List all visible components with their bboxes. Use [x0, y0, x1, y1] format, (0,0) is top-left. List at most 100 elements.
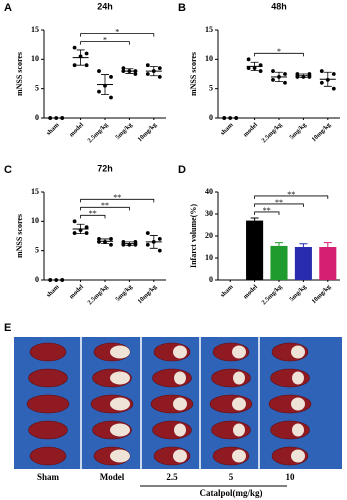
x-tick-label: 2.5mg/kg [87, 283, 110, 306]
significance-bracket [80, 41, 130, 45]
y-tick-label: 10 [31, 216, 39, 225]
x-tick-label: sham [45, 121, 61, 137]
significance-bracket [80, 33, 155, 37]
bar [319, 247, 337, 280]
data-point [271, 77, 275, 82]
data-point [121, 239, 126, 244]
brain-slices [26, 337, 312, 469]
x-tick-label: 2.5mg/kg [261, 121, 284, 144]
infarct-area [173, 449, 187, 463]
significance-label: ** [113, 193, 121, 202]
infarct-area [173, 345, 187, 359]
sd-whisker [149, 65, 158, 77]
y-tick-label: 40 [205, 187, 213, 196]
y-tick-label: 20 [205, 231, 213, 240]
error-bar [299, 243, 308, 247]
infarct-area [291, 397, 305, 411]
group-label: 5 [229, 472, 234, 482]
infarct-area [110, 449, 130, 463]
x-tick-label: 5mg/kg [288, 121, 308, 141]
sd-whisker [76, 49, 85, 66]
x-tick-label: model [242, 121, 259, 138]
sd-whisker [76, 223, 85, 235]
x-tick-label: 5mg/kg [288, 283, 308, 303]
brain-slice [28, 368, 68, 388]
data-point [72, 45, 77, 50]
sd-whisker [250, 61, 259, 71]
y-axis-label: Infarct volume(%) [189, 204, 198, 268]
sd-whisker [299, 73, 308, 78]
data-point [331, 86, 336, 91]
data-point [319, 69, 324, 73]
y-tick-label: 0 [209, 113, 213, 122]
y-tick-label: 30 [205, 209, 213, 218]
error-bar [323, 242, 332, 247]
x-tick-label: sham [219, 283, 235, 299]
data-point [84, 51, 89, 56]
data-point [258, 69, 263, 73]
y-tick-label: 5 [35, 245, 39, 254]
chart-title: 72h [97, 163, 113, 173]
infarct-area [110, 371, 130, 385]
y-tick-label: 5 [209, 83, 213, 92]
data-point [283, 72, 287, 76]
data-point [145, 242, 150, 247]
data-point [133, 239, 138, 244]
data-point [109, 242, 113, 247]
data-point [246, 57, 251, 62]
group-label: 2.5 [166, 472, 178, 482]
data-point [157, 237, 162, 241]
x-tick-label: 10mg/kg [310, 121, 332, 143]
dose-axis-label: Catalpol(mg/kg) [200, 488, 263, 498]
x-tick-label: model [68, 283, 85, 300]
sd-whisker [101, 74, 109, 95]
data-point [145, 231, 150, 235]
data-point [307, 72, 312, 76]
y-tick-label: 5 [35, 83, 39, 92]
data-point [72, 63, 77, 68]
significance-bracket [254, 203, 304, 207]
data-point [157, 248, 162, 253]
y-tick-label: 10 [31, 54, 39, 63]
significance-label: * [103, 35, 107, 44]
infarct-area [232, 397, 246, 411]
sd-whisker [275, 71, 283, 83]
data-point [97, 69, 101, 73]
infarct-area [232, 449, 246, 463]
y-tick-label: 15 [31, 25, 39, 34]
data-point [145, 72, 150, 76]
group-label: Model [100, 472, 125, 482]
brain-slice [29, 342, 67, 362]
brain-slice [29, 446, 67, 466]
sd-whisker [125, 68, 134, 74]
x-tick-label: 10mg/kg [310, 283, 332, 305]
data-point [271, 69, 275, 73]
y-tick-label: 15 [205, 25, 213, 34]
sd-whisker [323, 71, 332, 87]
data-point [109, 75, 113, 79]
data-point [72, 219, 77, 224]
infarct-area [174, 371, 186, 385]
x-tick-label: 2.5mg/kg [261, 283, 284, 306]
bar [270, 245, 288, 280]
infarct-area [233, 423, 245, 437]
x-tick-label: model [68, 121, 85, 138]
y-tick-label: 0 [35, 275, 39, 284]
chart-title: 24h [97, 1, 113, 11]
significance-label: ** [275, 198, 283, 207]
panel-letter: E [4, 322, 11, 334]
data-point [145, 63, 150, 68]
data-point [109, 237, 113, 241]
chart-title: 48h [271, 1, 287, 11]
data-point [84, 225, 89, 230]
bar [246, 220, 264, 280]
x-tick-label: 2.5mg/kg [87, 121, 110, 144]
group-label: 10 [286, 472, 296, 482]
x-tick-label: 10mg/kg [136, 283, 158, 305]
y-tick-label: 15 [31, 187, 39, 196]
y-tick-label: 0 [209, 275, 213, 284]
infarct-area [292, 423, 304, 437]
y-axis-label: mNSS scores [189, 52, 198, 96]
x-tick-label: sham [45, 283, 61, 299]
sd-whisker [101, 238, 109, 245]
